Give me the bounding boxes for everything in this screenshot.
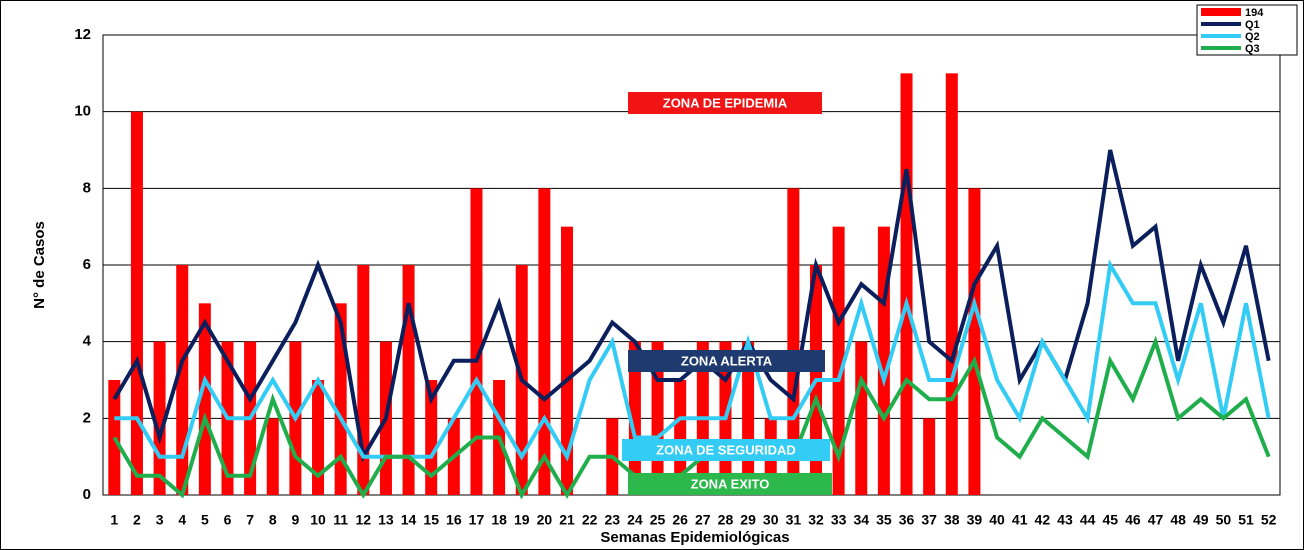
bar	[266, 418, 279, 495]
y-tick-label: 0	[83, 486, 91, 503]
x-axis-label: Semanas Epidemiológicas	[600, 529, 789, 546]
zone-box	[628, 473, 832, 495]
zone-label: ZONA DE SEGURIDAD	[656, 442, 796, 457]
x-tick-label: 48	[1170, 512, 1186, 528]
bar	[900, 73, 913, 495]
x-tick-label: 23	[604, 512, 620, 528]
bar	[470, 188, 483, 496]
bar	[923, 418, 936, 495]
y-tick-label: 2	[83, 409, 91, 426]
x-tick-label: 15	[423, 512, 439, 528]
bar	[130, 111, 143, 496]
x-tick-label: 7	[246, 512, 254, 528]
x-tick-label: 38	[944, 512, 960, 528]
legend-label: Q1	[1245, 19, 1260, 31]
zone-label: ZONA EXITO	[691, 476, 770, 491]
bar	[176, 265, 189, 495]
x-tick-label: 4	[178, 512, 186, 528]
legend-swatch	[1201, 8, 1241, 16]
x-tick-label: 47	[1148, 512, 1164, 528]
bar	[538, 188, 551, 496]
legend-label: Q3	[1245, 43, 1260, 55]
x-tick-label: 51	[1238, 512, 1254, 528]
y-tick-label: 12	[74, 26, 91, 43]
zone-label: ZONA DE EPIDEMIA	[663, 95, 788, 110]
x-tick-label: 40	[989, 512, 1005, 528]
x-tick-label: 9	[291, 512, 299, 528]
zone-box	[628, 92, 822, 114]
zone-label: ZONA ALERTA	[681, 353, 773, 368]
x-tick-label: 28	[718, 512, 734, 528]
x-tick-label: 5	[201, 512, 209, 528]
zone-box	[628, 350, 825, 372]
y-tick-label: 6	[83, 256, 91, 273]
x-tick-label: 6	[224, 512, 232, 528]
x-tick-label: 32	[808, 512, 824, 528]
x-tick-label: 41	[1012, 512, 1028, 528]
x-tick-label: 25	[650, 512, 666, 528]
bar	[674, 380, 687, 495]
x-tick-label: 10	[310, 512, 326, 528]
x-tick-label: 52	[1261, 512, 1277, 528]
x-tick-label: 43	[1057, 512, 1073, 528]
bar	[198, 303, 211, 495]
x-tick-label: 36	[899, 512, 915, 528]
x-tick-label: 26	[672, 512, 688, 528]
x-tick-label: 37	[921, 512, 937, 528]
bar	[312, 380, 325, 495]
y-tick-label: 8	[83, 179, 91, 196]
x-tick-label: 14	[401, 512, 417, 528]
x-tick-label: 13	[378, 512, 394, 528]
x-tick-label: 39	[967, 512, 983, 528]
y-axis-label: N° de Casos	[31, 221, 48, 309]
bar	[832, 226, 845, 495]
zone-box	[622, 439, 830, 461]
x-tick-label: 11	[333, 512, 348, 528]
x-tick-label: 49	[1193, 512, 1209, 528]
x-tick-label: 45	[1102, 512, 1118, 528]
y-tick-label: 4	[83, 333, 92, 350]
x-tick-label: 44	[1080, 512, 1096, 528]
bar	[425, 380, 438, 495]
x-tick-label: 8	[269, 512, 277, 528]
bar	[968, 188, 981, 496]
x-tick-label: 16	[446, 512, 462, 528]
x-tick-label: 21	[559, 512, 575, 528]
x-tick-label: 29	[740, 512, 756, 528]
x-tick-label: 42	[1035, 512, 1051, 528]
legend-label: Q2	[1245, 31, 1260, 43]
legend-label: 194	[1245, 7, 1264, 19]
x-tick-label: 31	[786, 512, 802, 528]
x-tick-label: 30	[763, 512, 779, 528]
x-tick-label: 46	[1125, 512, 1141, 528]
y-tick-label: 10	[74, 103, 91, 120]
x-tick-label: 24	[627, 512, 643, 528]
x-tick-label: 1	[110, 512, 118, 528]
x-tick-label: 33	[831, 512, 847, 528]
x-tick-label: 18	[491, 512, 507, 528]
x-tick-label: 50	[1216, 512, 1232, 528]
x-tick-label: 17	[469, 512, 485, 528]
x-tick-label: 22	[582, 512, 598, 528]
bar	[855, 341, 868, 495]
x-tick-label: 35	[876, 512, 892, 528]
bar	[945, 73, 958, 495]
x-tick-label: 34	[853, 512, 869, 528]
bar	[561, 226, 574, 495]
line-series	[112, 335, 1271, 500]
x-tick-label: 20	[537, 512, 553, 528]
x-tick-label: 27	[695, 512, 711, 528]
x-tick-label: 19	[514, 512, 530, 528]
x-tick-label: 2	[133, 512, 141, 528]
x-tick-label: 12	[356, 512, 372, 528]
line-series	[114, 259, 1271, 462]
x-tick-label: 3	[156, 512, 164, 528]
